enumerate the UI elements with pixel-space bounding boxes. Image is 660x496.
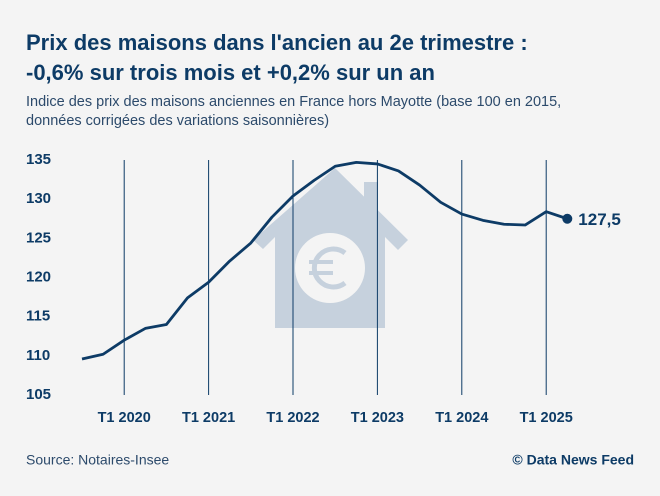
x-tick-label: T1 2020 xyxy=(98,410,151,426)
point xyxy=(562,213,573,224)
y-tick-label: 115 xyxy=(26,308,50,325)
source: Source: Notaires-Insee xyxy=(26,452,169,468)
credit: © Data News Feed xyxy=(512,452,634,468)
chart-title: Prix des maisons dans l'ancien au 2e tri… xyxy=(26,30,528,55)
y-tick-label: 135 xyxy=(26,151,51,168)
y-tick-label: 110 xyxy=(26,347,50,364)
x-tick-label: T1 2023 xyxy=(351,410,404,426)
chart-subtitle: Indice des prix des maisons anciennes en… xyxy=(26,94,561,110)
x-tick-label: T1 2024 xyxy=(435,410,488,426)
y-tick-label: 120 xyxy=(26,268,51,285)
x-tick-label: T1 2021 xyxy=(182,410,235,426)
y-tick-label: 105 xyxy=(26,386,51,403)
chart-subtitle: données corrigées des variations saisonn… xyxy=(26,113,329,129)
chart-title: -0,6% sur trois mois et +0,2% sur un an xyxy=(26,60,435,85)
y-tick-label: 130 xyxy=(26,190,51,207)
x-tick-label: T1 2022 xyxy=(266,410,319,426)
value-label: 127,5 xyxy=(578,210,621,229)
house-icon xyxy=(253,168,408,328)
y-tick-label: 125 xyxy=(26,229,51,246)
x-tick-label: T1 2025 xyxy=(520,410,573,426)
line xyxy=(81,160,568,361)
